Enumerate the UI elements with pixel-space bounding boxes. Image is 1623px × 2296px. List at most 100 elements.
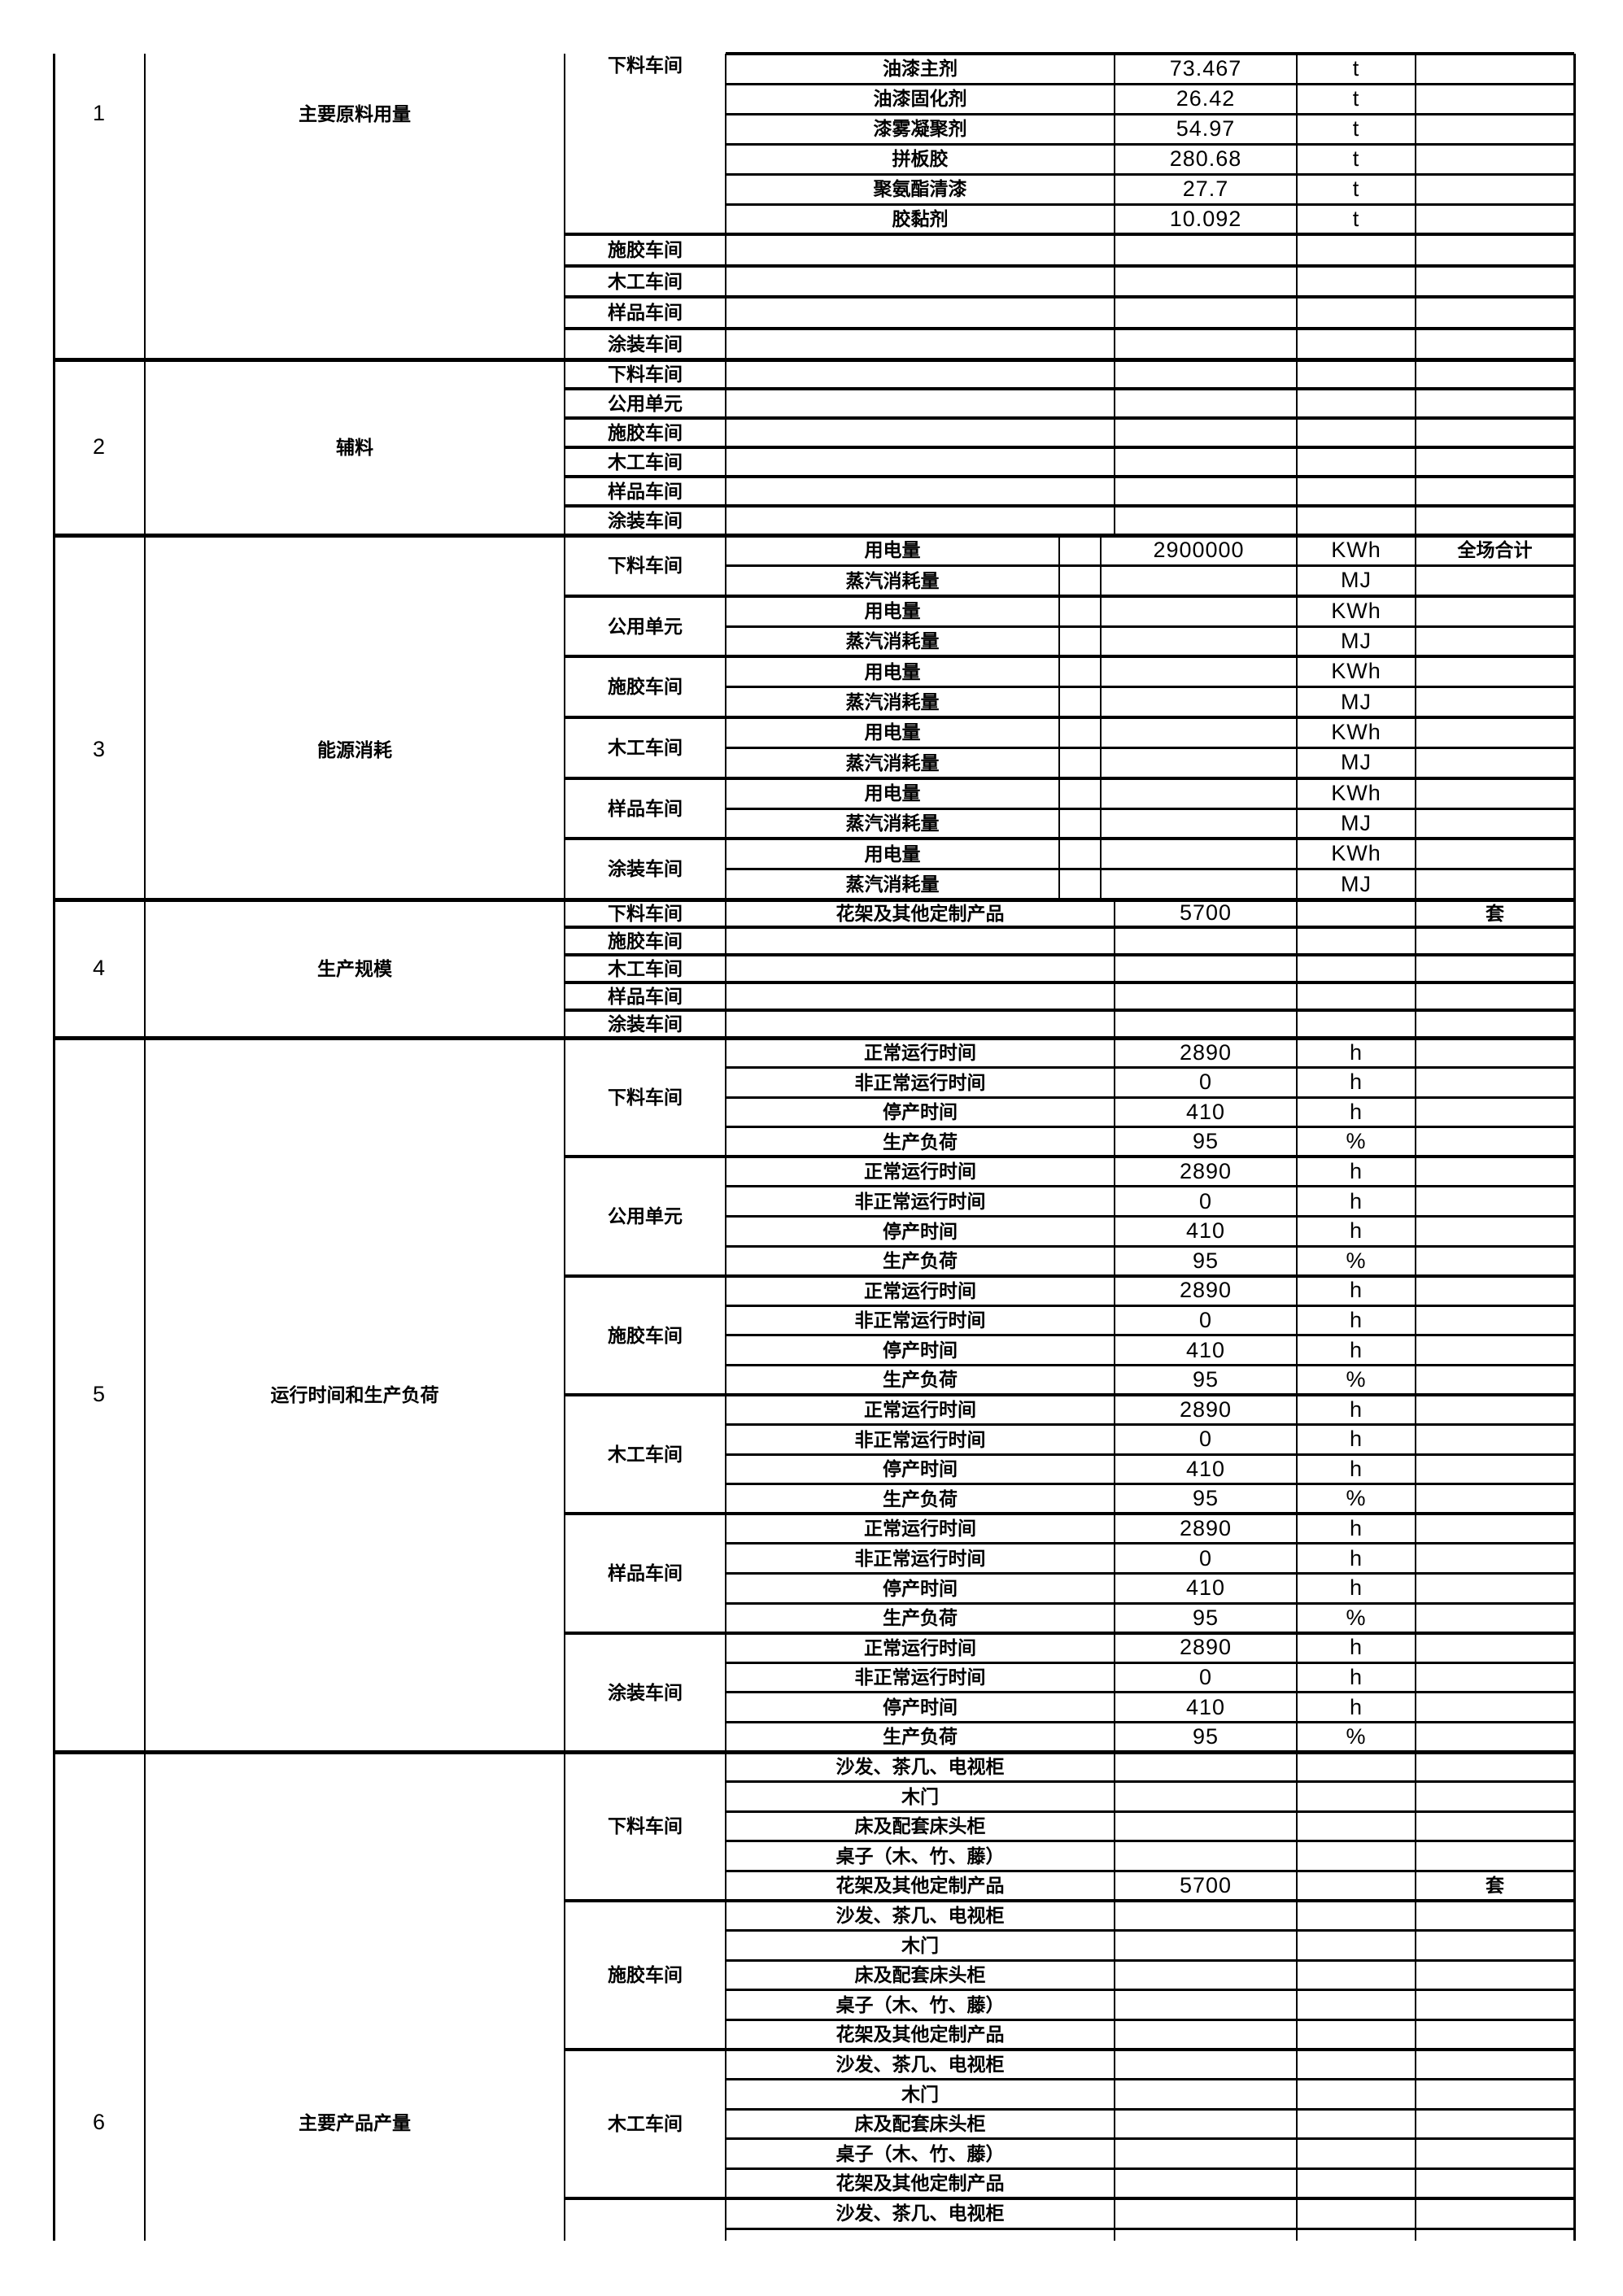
row-divider: [726, 686, 1574, 689]
row-divider: [726, 868, 1574, 871]
row-divider: [726, 82, 1574, 85]
grid-vline: [725, 54, 726, 2241]
section-category: 运行时间和生产负荷: [270, 1383, 439, 1405]
cell-value: 2890: [1179, 1635, 1233, 1660]
cell-item: 油漆固化剂: [873, 88, 967, 110]
cell-unit: MJ: [1341, 568, 1372, 593]
cell-unit: h: [1349, 1070, 1363, 1095]
cell-item: 生产负荷: [883, 1250, 958, 1272]
cell-value: 0: [1198, 1427, 1213, 1452]
cell-item: 停产时间: [883, 1696, 958, 1718]
cell-item: 停产时间: [883, 1220, 958, 1242]
cell-value: 2890: [1179, 1516, 1233, 1541]
cell-value: 2890: [1179, 1039, 1233, 1065]
cell-value: 410: [1185, 1337, 1226, 1362]
cell-item: 正常运行时间: [864, 1518, 976, 1540]
row-divider: [726, 1126, 1574, 1129]
block-divider: [565, 416, 1574, 420]
cell-item: 非正常运行时间: [854, 1309, 986, 1331]
row-divider: [726, 1989, 1574, 1992]
cell-unit: t: [1352, 176, 1360, 201]
row-divider: [726, 1601, 1574, 1605]
workshop-name: 下料车间: [608, 54, 683, 76]
cell-unit: t: [1352, 55, 1360, 81]
cell-unit: h: [1349, 1337, 1363, 1362]
cell-item: 沙发、茶几、电视柜: [835, 2202, 1005, 2224]
cell-item: 蒸汽消耗量: [845, 874, 940, 895]
cell-unit: h: [1349, 1664, 1363, 1689]
cell-item: 生产负荷: [883, 1607, 958, 1629]
cell-extra: 全场合计: [1457, 539, 1533, 561]
workshop-name: 施胶车间: [608, 676, 683, 698]
cell-unit: h: [1349, 1427, 1363, 1452]
cell-item: 生产负荷: [883, 1488, 958, 1510]
workshop-name: 样品车间: [608, 1562, 683, 1584]
workshop-name: 涂装车间: [608, 1681, 683, 1703]
row-divider: [726, 2018, 1574, 2021]
cell-unit: h: [1349, 1545, 1363, 1571]
workshop-name: 下料车间: [608, 555, 683, 577]
row-divider: [726, 2167, 1574, 2170]
cell-extra: 套: [1486, 902, 1504, 924]
cell-value: 410: [1185, 1694, 1226, 1719]
row-divider: [726, 1304, 1574, 1307]
table-left-border: [52, 54, 55, 2241]
cell-value: 410: [1185, 1575, 1226, 1601]
block-divider: [565, 981, 1574, 984]
cell-item: 拼板胶: [892, 148, 949, 170]
section-divider: [54, 1749, 1574, 1754]
cell-item: 非正常运行时间: [854, 1190, 986, 1212]
cell-value: 73.467: [1169, 55, 1242, 81]
cell-item: 花架及其他定制产品: [835, 902, 1005, 924]
workshop-name: 施胶车间: [608, 421, 683, 443]
row-divider: [726, 1334, 1574, 1337]
cell-unit: h: [1349, 1694, 1363, 1719]
block-divider: [565, 716, 1574, 719]
workshop-name: 施胶车间: [608, 239, 683, 261]
cell-value: 0: [1198, 1070, 1213, 1095]
cell-item: 生产负荷: [883, 1726, 958, 1748]
workshop-name: 下料车间: [608, 902, 683, 924]
cell-item: 木门: [901, 2083, 939, 2105]
block-divider: [565, 776, 1574, 780]
cell-unit: KWh: [1331, 841, 1381, 866]
cell-item: 沙发、茶几、电视柜: [835, 1905, 1005, 1927]
workshop-name: 木工车间: [608, 1443, 683, 1465]
section-number: 3: [92, 737, 107, 762]
row-divider: [726, 1244, 1574, 1248]
cell-value: 0: [1198, 1664, 1213, 1689]
block-divider: [565, 326, 1574, 330]
cell-item: 床及配套床头柜: [854, 1815, 986, 1837]
workshop-name: 公用单元: [608, 392, 683, 414]
cell-unit: h: [1349, 1516, 1363, 1541]
section-divider: [54, 357, 1574, 362]
cell-unit: MJ: [1341, 871, 1372, 896]
cell-unit: t: [1352, 206, 1360, 231]
cell-item: 木门: [901, 1934, 939, 1956]
cell-unit: KWh: [1331, 659, 1381, 684]
workshop-name: 涂装车间: [608, 858, 683, 880]
cell-item: 用电量: [864, 782, 921, 804]
row-divider: [726, 1691, 1574, 1694]
cell-item: 非正常运行时间: [854, 1428, 986, 1450]
cell-item: 非正常运行时间: [854, 1071, 986, 1093]
workshop-name: 施胶车间: [608, 930, 683, 952]
cell-unit: %: [1346, 1724, 1367, 1749]
block-divider: [565, 1274, 1574, 1278]
cell-unit: MJ: [1341, 750, 1372, 775]
cell-unit: MJ: [1341, 629, 1372, 654]
row-divider: [726, 1215, 1574, 1218]
cell-value: 410: [1185, 1218, 1226, 1244]
cell-value: 5700: [1179, 900, 1233, 926]
block-divider: [565, 2048, 1574, 2051]
cell-unit: h: [1349, 1099, 1363, 1124]
cell-unit: %: [1346, 1248, 1367, 1273]
cell-unit: h: [1349, 1635, 1363, 1660]
cell-unit: KWh: [1331, 598, 1381, 623]
row-divider: [726, 1453, 1574, 1456]
cell-unit: h: [1349, 1456, 1363, 1481]
block-divider: [565, 504, 1574, 508]
block-divider: [565, 1155, 1574, 1159]
workshop-name: 涂装车间: [608, 333, 683, 355]
cell-item: 花架及其他定制产品: [835, 1875, 1005, 1897]
